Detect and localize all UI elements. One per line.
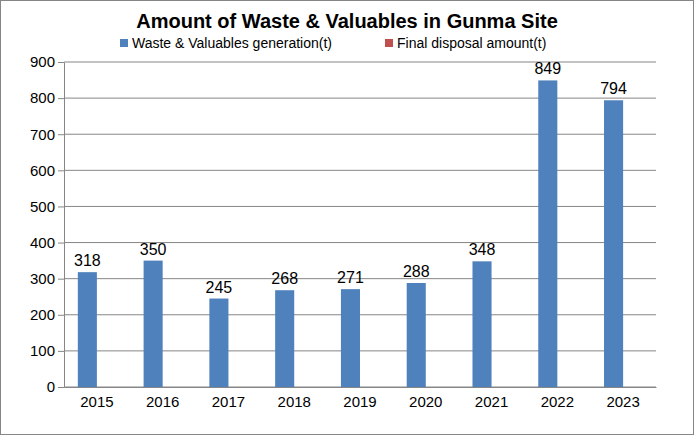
legend-item: Final disposal amount(t) (385, 35, 546, 51)
bar (144, 261, 163, 387)
bar (97, 387, 116, 388)
y-tick: 700 (30, 126, 64, 143)
y-tick-label: 900 (30, 53, 55, 70)
y-tick-label: 400 (30, 234, 55, 251)
bar (78, 272, 97, 387)
bar (228, 387, 247, 388)
bar (492, 387, 511, 388)
bar (557, 387, 576, 388)
legend-label: Final disposal amount(t) (397, 35, 546, 51)
y-tick: 600 (30, 162, 64, 179)
legend-item: Waste & Valuables generation(t) (120, 35, 332, 51)
bar (604, 100, 623, 387)
chart-frame (1, 1, 694, 435)
grid-line (64, 62, 656, 63)
y-tick-mark (58, 279, 64, 280)
x-axis-line (65, 387, 657, 388)
bar (360, 387, 379, 388)
legend-label: Waste & Valuables generation(t) (132, 35, 332, 51)
legend-swatch (385, 39, 393, 47)
y-tick: 300 (30, 270, 64, 287)
bar (538, 80, 557, 387)
x-tick-label: 2017 (212, 393, 245, 410)
y-tick-label: 700 (30, 126, 55, 143)
x-tick-label: 2021 (475, 393, 508, 410)
y-tick-label: 500 (30, 198, 55, 215)
data-label: 849 (534, 60, 561, 77)
legend-swatch (120, 39, 128, 47)
y-tick-mark (58, 98, 64, 99)
y-tick-mark (58, 206, 64, 207)
y-tick-label: 100 (30, 342, 55, 359)
y-tick-mark (58, 351, 64, 352)
y-tick-mark (58, 315, 64, 316)
y-tick-label: 600 (30, 162, 55, 179)
y-tick: 100 (30, 342, 64, 359)
chart: 0 100 200 300 400 500 600 700 800 900 2015 2016 2017… (0, 0, 694, 435)
bar (341, 289, 360, 387)
grid-line (64, 206, 656, 207)
legend: Waste & Valuables generation(t) Final dis… (120, 35, 546, 51)
grid (64, 62, 656, 387)
x-tick: 2018 (278, 387, 311, 410)
bars (78, 80, 623, 387)
data-label: 318 (74, 252, 101, 269)
bar (294, 387, 313, 388)
x-tick: 2022 (541, 387, 574, 410)
x-tick-label: 2015 (80, 393, 113, 410)
grid-line (64, 134, 656, 135)
title: Amount of Waste & Valuables in Gunma Sit… (136, 10, 558, 32)
x-tick-label: 2020 (409, 393, 442, 410)
x-tick: 2021 (475, 387, 508, 410)
x-tick-label: 2019 (343, 393, 376, 410)
data-label: 288 (403, 263, 430, 280)
x-tick-label: 2018 (278, 393, 311, 410)
y-axis: 0 100 200 300 400 500 600 700 800 900 (30, 53, 65, 395)
y-tick: 900 (30, 53, 64, 70)
y-tick: 500 (30, 198, 64, 215)
data-label: 350 (140, 241, 167, 258)
bar (407, 283, 426, 387)
y-tick-label: 0 (47, 378, 55, 395)
x-tick: 2020 (409, 387, 442, 410)
y-tick: 0 (47, 378, 64, 395)
bar (275, 290, 294, 387)
bar (426, 387, 445, 388)
y-axis-line (64, 63, 65, 388)
bar (163, 387, 182, 388)
data-label: 271 (337, 269, 364, 286)
x-tick: 2016 (146, 387, 179, 410)
bar (472, 261, 491, 387)
grid-line (64, 98, 656, 99)
data-label: 245 (206, 279, 233, 296)
x-tick-label: 2016 (146, 393, 179, 410)
y-tick-label: 800 (30, 89, 55, 106)
grid-line (64, 170, 656, 171)
x-tick-label: 2022 (541, 393, 574, 410)
y-tick-mark (58, 170, 64, 171)
y-tick: 800 (30, 89, 64, 106)
data-label: 794 (600, 80, 627, 97)
data-labels: 318 350 245 268 271 288 348 849 794 (74, 60, 627, 295)
y-tick-mark (58, 243, 64, 244)
x-tick-label: 2023 (606, 393, 639, 410)
y-tick-mark (58, 387, 64, 388)
x-tick: 2015 (80, 387, 113, 410)
y-tick: 400 (30, 234, 64, 251)
bar (209, 299, 228, 387)
y-tick-label: 300 (30, 270, 55, 287)
x-axis: 2015 2016 2017 2018 2019 2020 2021 2022 2023 (65, 387, 657, 410)
y-tick: 200 (30, 306, 64, 323)
bar (623, 387, 642, 388)
y-tick-mark (58, 134, 64, 135)
data-label: 348 (469, 241, 496, 258)
x-tick: 2019 (343, 387, 376, 410)
y-tick-mark (58, 62, 64, 63)
data-label: 268 (271, 270, 298, 287)
plot: 0 100 200 300 400 500 600 700 800 900 2015 2016 2017… (30, 53, 657, 409)
x-tick: 2023 (606, 387, 639, 410)
y-tick-label: 200 (30, 306, 55, 323)
x-tick: 2017 (212, 387, 245, 410)
